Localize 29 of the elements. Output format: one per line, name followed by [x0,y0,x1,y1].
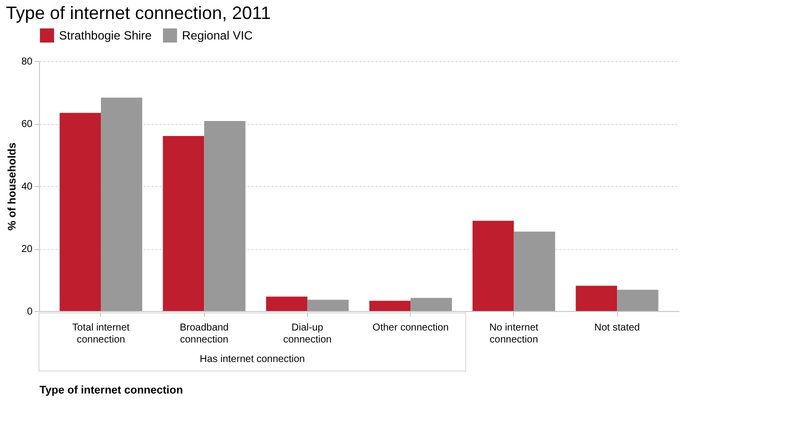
x-tick-label: Total internet connection [72,322,130,346]
bar [617,290,658,311]
bar [204,121,246,311]
bar [162,136,204,311]
bar [266,296,308,311]
bar [60,112,101,311]
chart-title: Type of internet connection, 2011 [6,3,271,23]
bar [410,298,452,311]
x-tick-label: Dial-up connection [283,322,332,346]
legend-label: Regional VIC [182,28,254,42]
x-axis-title: Type of internet connection [40,384,184,396]
bar [100,98,142,311]
legend-label: Strathbogie Shire [59,28,152,42]
x-tick-label: Broadband connection [180,322,229,346]
y-tick-label: 20 [21,244,33,255]
x-tick-label: Other connection [372,322,449,334]
text: Has internet connection [200,354,305,365]
x-tick-label: No internet connection [489,322,539,346]
y-tick-label: 0 [26,306,33,318]
y-tick-label: 40 [21,182,33,192]
x-tick-label: Not stated [594,322,640,334]
y-axis-title: % of households [6,142,18,230]
bar [576,286,618,311]
y-tick-label: 80 [21,56,33,68]
y-tick-label: 60 [21,119,33,130]
bar [514,232,556,311]
bar [307,300,349,311]
bar [472,220,514,311]
bar [369,300,411,311]
